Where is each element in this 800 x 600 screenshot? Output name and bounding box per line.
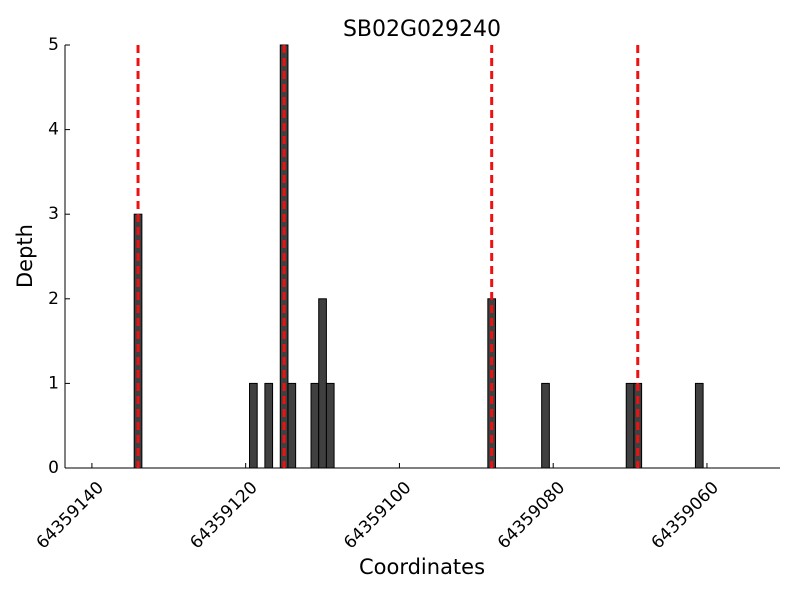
x-tick-label: 64359080 bbox=[494, 478, 569, 553]
bar bbox=[249, 382, 258, 469]
y-tick-label: 4 bbox=[48, 120, 59, 140]
x-axis-label: Coordinates bbox=[359, 555, 485, 579]
bar bbox=[264, 382, 274, 469]
y-tick-label: 2 bbox=[48, 289, 59, 309]
bar bbox=[325, 382, 335, 469]
x-tick-label: 64359120 bbox=[186, 478, 261, 553]
y-tick-label: 1 bbox=[48, 373, 59, 393]
bar bbox=[625, 382, 635, 469]
x-tick-label: 64359060 bbox=[648, 478, 723, 553]
x-tick-label: 64359100 bbox=[340, 478, 415, 553]
y-tick-label: 0 bbox=[48, 458, 59, 478]
bar bbox=[541, 382, 550, 469]
y-axis-label: Depth bbox=[13, 224, 37, 288]
y-tick-label: 3 bbox=[48, 204, 59, 224]
bar bbox=[287, 382, 297, 469]
bar bbox=[318, 298, 327, 469]
y-tick-label: 5 bbox=[48, 35, 59, 55]
x-tick-label: 64359140 bbox=[33, 478, 108, 553]
chart-title: SB02G029240 bbox=[343, 17, 501, 42]
bar bbox=[310, 382, 320, 469]
bar bbox=[694, 382, 704, 469]
